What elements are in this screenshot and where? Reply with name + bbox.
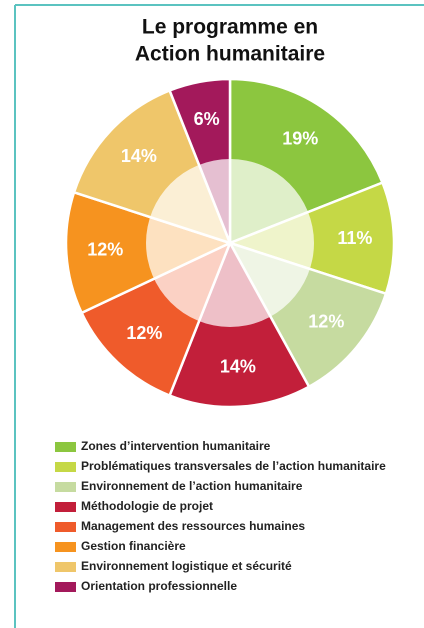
inner-highlight [146, 159, 314, 327]
value-label: 12% [126, 323, 162, 343]
legend-swatch [55, 462, 76, 472]
legend-swatch [55, 562, 76, 572]
legend-swatch [55, 502, 76, 512]
legend-swatch [55, 482, 76, 492]
value-label: 12% [308, 311, 344, 331]
value-label: 6% [194, 109, 220, 129]
value-label: 12% [87, 240, 123, 260]
value-label: 14% [220, 357, 256, 377]
legend-label: Environnement de l’action humanitaire [81, 479, 303, 493]
legend-swatch [55, 442, 76, 452]
legend-swatch [55, 582, 76, 592]
legend-label: Orientation professionnelle [81, 579, 237, 593]
legend-label: Environnement logistique et sécurité [81, 559, 292, 573]
chart-title: Action humanitaire [135, 43, 325, 66]
chart-title: Le programme en [142, 16, 318, 39]
legend-label: Gestion financière [81, 539, 186, 553]
legend-swatch [55, 522, 76, 532]
legend-label: Problématiques transversales de l’action… [81, 459, 386, 473]
value-label: 14% [121, 146, 157, 166]
legend-swatch [55, 542, 76, 552]
value-label: 19% [282, 128, 318, 148]
value-label: 11% [337, 228, 372, 248]
legend-label: Méthodologie de projet [81, 499, 213, 513]
legend-label: Management des ressources humaines [81, 519, 305, 533]
legend-label: Zones d’intervention humanitaire [81, 439, 271, 453]
